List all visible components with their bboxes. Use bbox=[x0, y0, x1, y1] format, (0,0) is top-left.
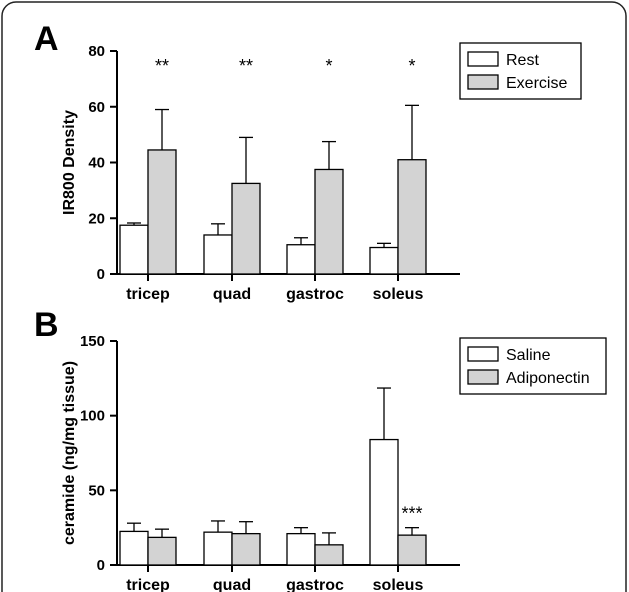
bar bbox=[147, 149, 177, 275]
bar bbox=[314, 168, 344, 275]
y-tick-label: 100 bbox=[80, 408, 105, 425]
y-axis-label: IR800 Density bbox=[61, 110, 78, 215]
legend-swatch bbox=[467, 74, 499, 90]
bar bbox=[203, 234, 233, 275]
x-tick-label: soleus bbox=[373, 286, 424, 303]
y-tick-label: 0 bbox=[97, 557, 105, 574]
bar bbox=[397, 159, 427, 275]
bar bbox=[397, 534, 427, 566]
x-tick-label: quad bbox=[213, 286, 251, 303]
significance-marker: * bbox=[325, 56, 332, 76]
bar bbox=[147, 536, 177, 566]
legend-label: Adiponectin bbox=[506, 370, 590, 387]
bar bbox=[203, 531, 233, 566]
legend-label: Saline bbox=[506, 347, 551, 364]
x-tick-label: soleus bbox=[373, 577, 424, 592]
y-tick-label: 150 bbox=[80, 333, 105, 350]
panel-letter-b: B bbox=[34, 306, 59, 344]
x-tick-label: tricep bbox=[126, 286, 170, 303]
bar bbox=[314, 544, 344, 566]
legend-label: Exercise bbox=[506, 75, 567, 92]
x-tick-label: gastroc bbox=[286, 577, 344, 592]
bar bbox=[231, 532, 261, 566]
y-tick-label: 50 bbox=[88, 482, 105, 499]
significance-marker: *** bbox=[401, 504, 422, 524]
x-tick-label: tricep bbox=[126, 577, 170, 592]
panel-letter-a: A bbox=[34, 20, 59, 58]
y-axis-label: ceramide (ng/mg tissue) bbox=[61, 361, 78, 545]
y-tick-label: 60 bbox=[88, 99, 105, 116]
x-tick-label: quad bbox=[213, 577, 251, 592]
bar bbox=[286, 244, 316, 275]
legend-swatch bbox=[467, 369, 499, 385]
bar bbox=[119, 224, 149, 275]
bar bbox=[286, 532, 316, 566]
bar bbox=[231, 182, 261, 275]
significance-marker: ** bbox=[155, 56, 169, 76]
legend-swatch bbox=[467, 51, 499, 67]
y-tick-label: 20 bbox=[88, 210, 105, 227]
legend-swatch bbox=[467, 346, 499, 362]
legend-label: Rest bbox=[506, 52, 539, 69]
x-tick-label: gastroc bbox=[286, 286, 344, 303]
bar bbox=[369, 438, 399, 566]
bar bbox=[369, 246, 399, 275]
bar bbox=[119, 530, 149, 566]
y-tick-label: 40 bbox=[88, 155, 105, 172]
significance-marker: ** bbox=[239, 56, 253, 76]
y-tick-label: 0 bbox=[97, 266, 105, 283]
significance-marker: * bbox=[408, 56, 415, 76]
y-tick-label: 80 bbox=[88, 43, 105, 60]
